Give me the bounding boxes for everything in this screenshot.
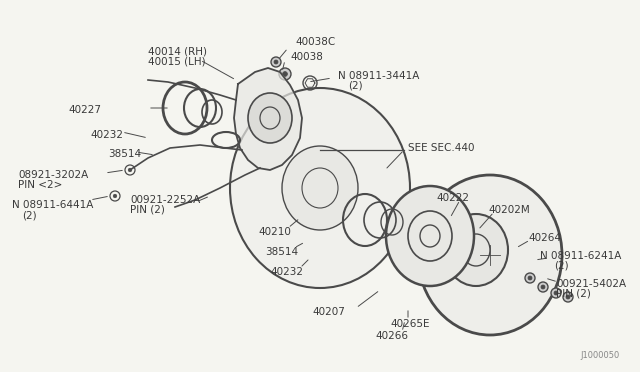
Ellipse shape	[282, 146, 358, 230]
Ellipse shape	[248, 93, 292, 143]
Text: 40202M: 40202M	[488, 205, 530, 215]
Circle shape	[563, 292, 573, 302]
Text: 40210: 40210	[258, 227, 291, 237]
Circle shape	[551, 288, 561, 298]
Text: 00921-5402A: 00921-5402A	[556, 279, 626, 289]
Text: 40207: 40207	[312, 307, 345, 317]
Circle shape	[113, 194, 116, 198]
Text: N 08911-6441A: N 08911-6441A	[12, 200, 93, 210]
Text: PIN (2): PIN (2)	[130, 205, 165, 215]
Text: 38514: 38514	[108, 149, 141, 159]
Ellipse shape	[418, 175, 562, 335]
Text: PIN <2>: PIN <2>	[18, 180, 62, 190]
Text: 40227: 40227	[68, 105, 101, 115]
Text: 40232: 40232	[90, 130, 123, 140]
Text: 08921-3202A: 08921-3202A	[18, 170, 88, 180]
Ellipse shape	[386, 186, 474, 286]
Circle shape	[528, 276, 532, 280]
Text: N 08911-3441A: N 08911-3441A	[338, 71, 419, 81]
Circle shape	[525, 273, 535, 283]
Text: 40266: 40266	[375, 331, 408, 341]
Polygon shape	[234, 68, 302, 170]
Text: 40265E: 40265E	[390, 319, 429, 329]
Circle shape	[538, 282, 548, 292]
Circle shape	[274, 60, 278, 64]
Text: 00921-2252A: 00921-2252A	[130, 195, 200, 205]
Text: 40232: 40232	[270, 267, 303, 277]
Text: 40038C: 40038C	[295, 37, 335, 47]
Text: (2): (2)	[554, 261, 568, 271]
Circle shape	[541, 285, 545, 289]
Circle shape	[128, 168, 132, 172]
Text: J1000050: J1000050	[580, 351, 620, 360]
Circle shape	[566, 295, 570, 299]
Text: (2): (2)	[348, 81, 363, 91]
Circle shape	[554, 291, 558, 295]
Text: 40222: 40222	[436, 193, 469, 203]
Text: 40264: 40264	[528, 233, 561, 243]
Text: N 08911-6241A: N 08911-6241A	[540, 251, 621, 261]
Circle shape	[279, 68, 291, 80]
Text: SEE SEC.440: SEE SEC.440	[408, 143, 474, 153]
Text: PIN (2): PIN (2)	[556, 289, 591, 299]
Text: 40038: 40038	[290, 52, 323, 62]
Ellipse shape	[444, 214, 508, 286]
Text: 38514: 38514	[265, 247, 298, 257]
Text: (2): (2)	[22, 210, 36, 220]
Ellipse shape	[230, 88, 410, 288]
Circle shape	[283, 71, 287, 76]
Text: 40015 (LH): 40015 (LH)	[148, 57, 205, 67]
Circle shape	[271, 57, 281, 67]
Text: 40014 (RH): 40014 (RH)	[148, 47, 207, 57]
